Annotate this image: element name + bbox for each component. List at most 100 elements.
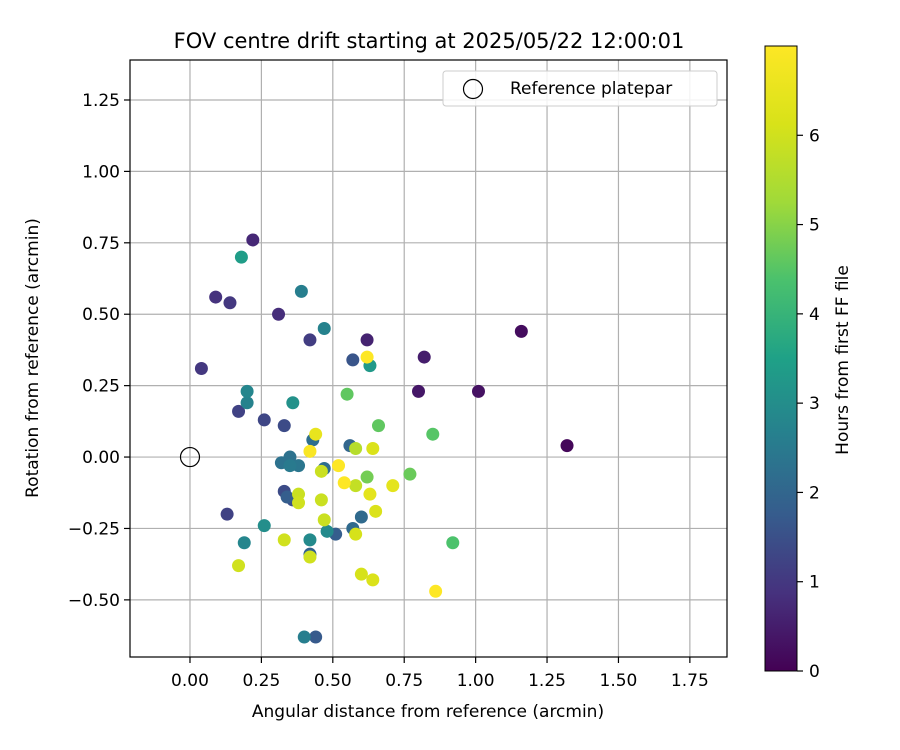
y-tick-label: 1.25 — [82, 91, 120, 111]
y-tick-label: −0.50 — [68, 591, 120, 611]
data-point — [232, 559, 246, 573]
data-point — [280, 490, 294, 504]
y-tick-label: 0.50 — [82, 305, 120, 325]
data-point — [349, 479, 363, 493]
colorbar-tick-label: 3 — [809, 394, 820, 414]
legend: Reference platepar — [442, 70, 718, 107]
data-point — [277, 533, 291, 547]
y-axis-title: Rotation from reference (arcmin) — [23, 218, 43, 498]
y-tick-label: −0.25 — [68, 519, 120, 539]
data-point — [286, 396, 300, 410]
data-point — [471, 384, 485, 398]
y-axis-ticks: −0.50 −0.25 0.00 0.25 0.50 0.75 1.00 1.25 — [68, 91, 130, 611]
y-tick-label: 0.00 — [82, 448, 120, 468]
data-point — [209, 290, 223, 304]
reference-platepar-marker — [179, 446, 201, 468]
data-point — [303, 444, 317, 458]
data-point — [309, 630, 323, 644]
data-point — [237, 536, 251, 550]
data-point — [292, 496, 306, 510]
data-point — [360, 470, 374, 484]
data-point — [320, 524, 334, 538]
data-point — [369, 504, 383, 518]
y-tick-label: 0.25 — [82, 377, 120, 397]
x-tick-label: 0.50 — [314, 671, 352, 691]
y-tick-label: 0.75 — [82, 234, 120, 254]
data-point — [346, 353, 360, 367]
data-point — [283, 459, 297, 473]
x-tick-label: 1.75 — [671, 671, 709, 691]
data-point — [294, 284, 308, 298]
data-point — [514, 324, 528, 338]
data-point — [417, 350, 431, 364]
x-tick-label: 1.00 — [457, 671, 495, 691]
data-point — [223, 296, 237, 310]
colorbar-tick-label: 6 — [809, 126, 820, 146]
data-point — [372, 419, 386, 433]
data-point — [366, 573, 380, 587]
data-point — [194, 361, 208, 375]
data-point — [240, 396, 254, 410]
data-point — [340, 387, 354, 401]
y-tick-label: 1.00 — [82, 162, 120, 182]
data-point — [303, 533, 317, 547]
data-point — [303, 333, 317, 347]
data-point — [363, 487, 377, 501]
legend-entry-reference-platepar: Reference platepar — [510, 79, 672, 99]
data-point — [314, 464, 328, 478]
data-point — [332, 459, 346, 473]
data-point — [240, 384, 254, 398]
x-tick-label: 0.25 — [242, 671, 280, 691]
data-point — [386, 479, 400, 493]
data-point — [412, 384, 426, 398]
colorbar-tick-label: 4 — [809, 305, 820, 325]
data-point — [314, 493, 328, 507]
data-point — [426, 427, 440, 441]
colorbar-title: Hours from first FF file — [833, 265, 853, 455]
colorbar-tick-label: 0 — [809, 662, 820, 682]
data-point — [257, 413, 271, 427]
data-point — [246, 233, 260, 247]
data-point — [349, 527, 363, 541]
data-point — [220, 507, 234, 521]
colorbar-gradient — [764, 45, 798, 672]
data-point — [272, 307, 286, 321]
plot-frame — [129, 59, 728, 658]
data-point — [337, 476, 351, 490]
colorbar-tick-label: 1 — [809, 573, 820, 593]
x-axis-title: Angular distance from reference (arcmin) — [252, 702, 604, 722]
data-point — [277, 419, 291, 433]
data-point — [446, 536, 460, 550]
x-axis-ticks: 0.00 0.25 0.50 0.75 1.00 1.25 1.50 1.75 — [171, 657, 709, 691]
data-point — [403, 467, 417, 481]
x-tick-label: 0.00 — [171, 671, 209, 691]
data-point — [257, 519, 271, 533]
data-point — [349, 441, 363, 455]
data-point — [560, 439, 574, 453]
x-tick-label: 0.75 — [385, 671, 423, 691]
colorbar-tick-label: 5 — [809, 216, 820, 236]
colorbar-ticks: 0 1 2 3 4 5 6 — [797, 126, 820, 682]
data-point — [366, 441, 380, 455]
data-point — [232, 404, 246, 418]
x-tick-label: 1.50 — [600, 671, 638, 691]
chart-title: FOV centre drift starting at 2025/05/22 … — [174, 29, 685, 53]
data-point — [360, 333, 374, 347]
data-point — [317, 513, 331, 527]
colorbar-tick-label: 2 — [809, 483, 820, 503]
data-point — [309, 427, 323, 441]
legend-reference-marker — [462, 78, 484, 100]
data-point — [297, 630, 311, 644]
data-point — [354, 510, 368, 524]
data-point — [234, 250, 248, 264]
colorbar: 0 1 2 3 4 5 6 Hours from first FF file — [764, 45, 853, 682]
data-point — [360, 350, 374, 364]
reference-marker-layer — [179, 446, 201, 468]
data-point — [429, 584, 443, 598]
scatter-points — [194, 233, 574, 644]
x-tick-label: 1.25 — [528, 671, 566, 691]
data-point — [303, 550, 317, 564]
data-point — [354, 567, 368, 581]
grid-lines — [130, 60, 727, 657]
